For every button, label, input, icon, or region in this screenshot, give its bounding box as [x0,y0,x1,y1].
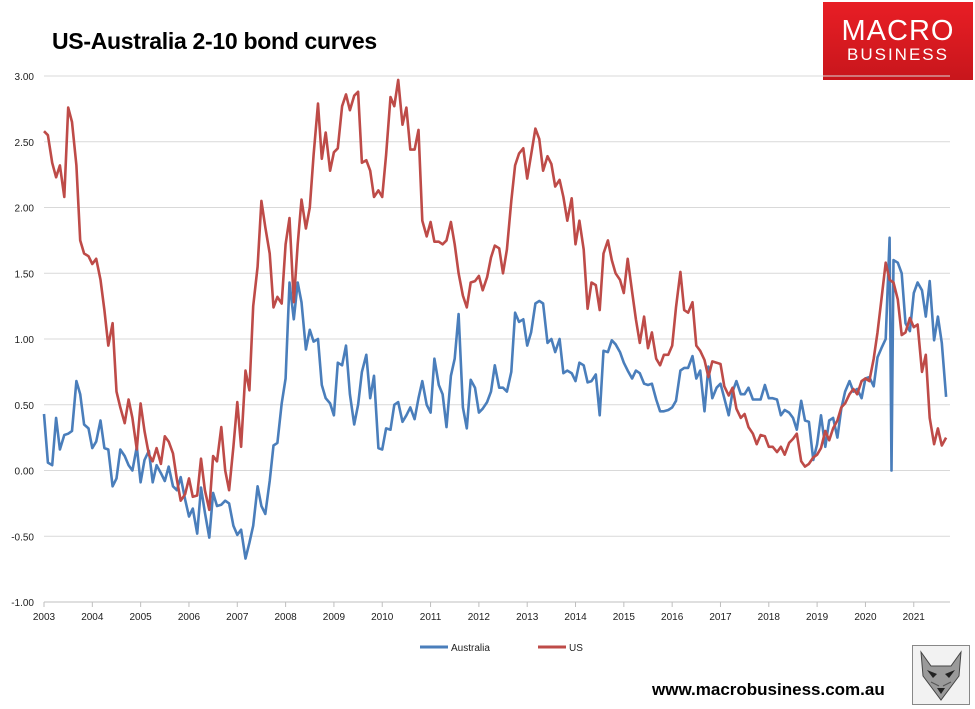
x-axis: 2003 2004 2005 2006 2007 2008 2009 2010 2011 2012… [33,601,950,623]
x-tick-label: 2006 [178,612,201,623]
x-tick-label: 2004 [81,612,104,623]
series-line-australia [42,236,948,560]
y-tick-label: 0.50 [15,401,35,412]
y-tick-label: -0.50 [11,532,34,543]
x-tick-label: 2003 [33,612,56,623]
website-url: www.macrobusiness.com.au [652,680,885,699]
y-tick-label: 2.50 [15,138,35,149]
x-tick-label: 2005 [130,612,153,623]
x-tick-label: 2016 [661,612,684,623]
x-tick-label: 2009 [323,612,346,623]
x-tick-label: 2012 [468,612,491,623]
logo-line-2: BUSINESS [847,45,949,64]
x-tick-label: 2007 [226,612,249,623]
logo-line-1: MACRO [841,15,955,47]
x-tick-label: 2017 [709,612,732,623]
legend-label-us: US [569,643,583,654]
x-tick-label: 2011 [420,612,442,623]
gridlines [44,75,950,603]
x-tick-label: 2018 [758,612,781,623]
y-tick-label: 3.00 [15,72,35,83]
x-tick-label: 2014 [564,612,587,623]
series-line-us [43,78,948,512]
x-tick-label: 2008 [274,612,297,623]
y-tick-label: 2.00 [15,204,35,215]
legend: Australia US [420,643,583,654]
y-tick-label: 1.50 [15,269,35,280]
x-tick-label: 2021 [903,612,926,623]
chart-title: US-Australia 2-10 bond curves [52,28,377,54]
macrobusiness-logo: MACRO BUSINESS [823,2,973,80]
y-tick-label: -1.00 [11,598,34,609]
x-tick-label: 2010 [371,612,394,623]
x-tick-label: 2013 [516,612,539,623]
series-lines [42,78,948,560]
y-tick-label: 0.00 [15,467,35,478]
x-tick-label: 2015 [613,612,636,623]
y-tick-label: 1.00 [15,335,35,346]
x-tick-label: 2019 [806,612,829,623]
x-tick-label: 2020 [854,612,877,623]
y-axis: 3.00 2.50 2.00 1.50 1.00 0.50 0.00 -0.50 -1.00 [11,72,34,609]
legend-label-australia: Australia [451,643,490,654]
wolf-mascot-icon [912,645,970,705]
